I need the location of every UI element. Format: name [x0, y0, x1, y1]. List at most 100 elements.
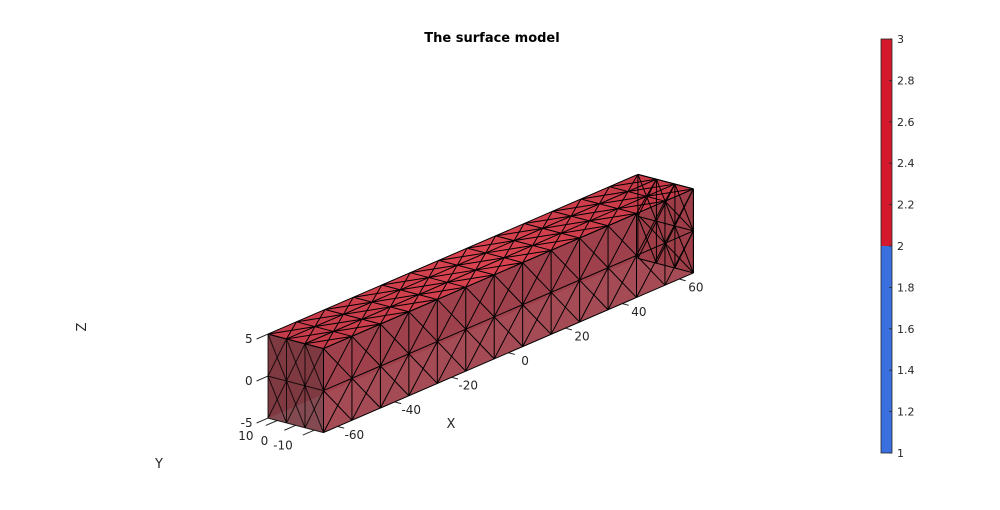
colorbar-tick-label: 2.2	[897, 199, 915, 212]
mesh-edge	[390, 298, 438, 308]
mesh-edge	[324, 301, 372, 311]
y-axis-label: Y	[154, 457, 163, 472]
mesh-edge	[436, 299, 467, 330]
colorbar-tick-label: 1	[897, 447, 904, 460]
mesh-edge	[343, 306, 391, 315]
mesh-edge	[674, 230, 694, 269]
mesh-edge	[267, 173, 639, 335]
colorbar-tick-label: 1.6	[897, 323, 915, 336]
mesh-edge	[323, 188, 694, 350]
colorbar-tick-label: 2.8	[897, 74, 915, 87]
model-faces	[267, 174, 694, 433]
x-tick-mark	[679, 278, 686, 282]
mesh-edge	[580, 191, 629, 200]
mesh-edge	[570, 208, 619, 217]
colorbar[interactable]: 1 1.2 1.4 1.6 1.8 2 2.2 2.4 2.6 2.8 3	[880, 33, 915, 460]
mesh-edge	[351, 335, 381, 367]
mesh-edge	[457, 257, 505, 266]
mesh-edge	[550, 291, 580, 323]
x-tick-mark	[451, 376, 459, 380]
z-tick-mark	[256, 333, 269, 340]
mesh-edge	[323, 230, 694, 392]
mesh-edge	[609, 178, 657, 188]
colorbar-segment	[881, 39, 892, 246]
y-tick-label: 10	[238, 429, 253, 443]
mesh-edge	[599, 195, 647, 205]
mesh-edge	[371, 294, 419, 303]
mesh-edge	[408, 353, 438, 384]
mesh-edge	[323, 348, 353, 379]
x-tick-label: -60	[345, 428, 365, 442]
mesh-edge	[522, 304, 552, 335]
mesh-edge	[655, 183, 676, 222]
colorbar-tick-label: 2.6	[897, 116, 915, 129]
colorbar-tick-label: 2	[897, 240, 904, 253]
x-tick-mark	[508, 352, 516, 355]
mesh-edge	[304, 348, 324, 386]
mesh-edge	[381, 277, 429, 286]
mesh-edge	[428, 269, 476, 279]
mesh-edge	[353, 289, 401, 298]
mesh-edge	[296, 321, 353, 337]
mesh-edge	[267, 333, 324, 350]
mesh-edge	[304, 390, 324, 428]
x-tick-mark	[622, 303, 629, 306]
colorbar-segment	[881, 246, 892, 453]
z-tick-label: 5	[245, 332, 253, 346]
mesh-edge	[523, 223, 580, 239]
mesh-edge	[286, 343, 306, 382]
mesh-edge	[514, 232, 562, 242]
mesh-edge	[380, 365, 410, 397]
mesh-edge	[286, 178, 657, 340]
mesh-edge	[504, 249, 552, 259]
mesh-edge	[524, 215, 572, 225]
chart-title: The surface model	[424, 31, 559, 46]
mesh-edge	[296, 313, 344, 323]
x-axis-label: X	[447, 417, 456, 432]
mesh-edge	[323, 272, 694, 434]
mesh-edge	[495, 235, 552, 251]
mesh-edge	[286, 385, 306, 424]
mesh-edge	[636, 213, 666, 244]
x-tick-label: 0	[521, 354, 529, 368]
mesh-edge	[674, 188, 694, 227]
x-tick-label: -20	[458, 379, 478, 393]
z-axis-label: Z	[75, 322, 90, 331]
x-tick-label: 60	[688, 280, 703, 294]
mesh-edges	[267, 173, 694, 434]
mesh-edge	[552, 210, 609, 227]
mesh-edge	[493, 316, 524, 347]
mesh-edge	[381, 284, 438, 300]
mesh-edge	[408, 311, 438, 342]
mesh-edge	[580, 198, 637, 214]
mesh-edge	[589, 212, 637, 222]
mesh-edge	[627, 183, 675, 193]
mesh-edge	[550, 249, 580, 281]
mesh-edge	[267, 380, 287, 419]
mesh-edge	[436, 341, 467, 372]
x-tick-mark	[565, 327, 572, 331]
colorbar-tick-label: 2.4	[897, 157, 915, 170]
mesh-edge	[267, 375, 324, 392]
mesh-edge	[552, 203, 600, 212]
mesh-edge	[579, 237, 609, 269]
y-tick-mark	[265, 420, 278, 426]
mesh-edge	[495, 227, 543, 237]
mesh-edge	[609, 186, 666, 202]
x-tick-label: 40	[631, 305, 646, 319]
x-tick-label: -40	[401, 403, 421, 417]
mesh-edge	[467, 247, 523, 264]
mesh-edge	[637, 221, 657, 259]
mesh-edge	[465, 328, 495, 360]
mesh-edge	[324, 309, 381, 325]
mesh-edge	[637, 173, 694, 190]
mesh-edge	[493, 274, 524, 305]
mesh-edge	[361, 311, 409, 320]
mesh-edge	[561, 225, 609, 234]
mesh-edge	[617, 200, 666, 210]
mesh-edge	[465, 286, 495, 318]
mesh-edge	[485, 244, 533, 254]
y-tick-mark	[284, 424, 296, 431]
